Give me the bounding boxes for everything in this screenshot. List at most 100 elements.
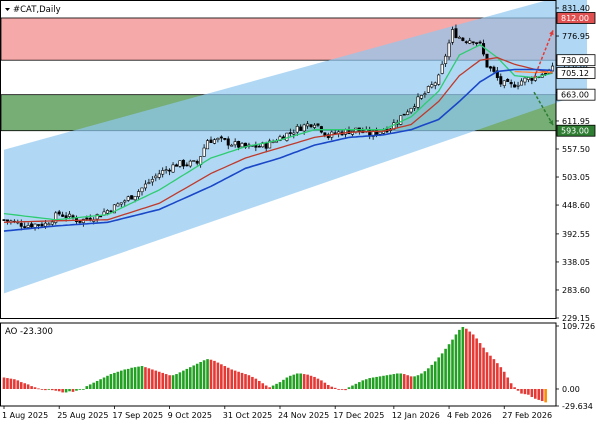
ao-bar [178,372,182,389]
ao-bar [85,386,89,389]
candle-body [168,169,172,172]
candle-body [444,55,448,64]
candle-body [161,170,165,175]
y-tick-label: 229.15 [562,314,590,323]
ao-bar [6,378,9,389]
ao-bar [144,367,147,389]
price-label-box [556,124,596,137]
candle-body [99,215,103,218]
ao-bar [216,362,220,389]
candle-body [19,223,23,227]
ao-bar [226,367,230,389]
ao-bar [220,364,223,389]
candle-body [406,111,410,115]
ao-bar [147,368,151,389]
ao-bar [316,378,320,389]
candle-body [264,142,268,149]
ao-bar [51,388,54,391]
y-tick-label: 557.50 [562,145,590,154]
ao-bar [92,382,95,389]
ao-bar [171,375,175,389]
ao-bar [351,385,354,389]
ao-bar [71,388,75,392]
candle-body [454,28,458,39]
price-label: 663.00 [561,91,589,100]
candle-body [157,173,161,178]
candle-body [292,132,296,135]
candle-body [482,43,486,55]
candle-body [209,139,213,143]
ao-bar [471,334,475,389]
ao-bar [182,370,185,389]
candle-body [295,126,299,133]
candle-body [47,223,51,226]
candle-body [216,138,220,141]
candle-body [419,95,423,99]
triangle-down-icon [5,8,10,11]
candle-body [81,218,85,223]
ao-bar [157,371,161,389]
y-tick-label: 831.40 [562,4,590,13]
candle-body [433,82,437,86]
price-label-box [556,12,596,24]
candle-body [147,182,151,184]
candle-body [499,76,503,85]
y-tick-label: 392.55 [562,230,590,239]
x-tick-label: 9 Oct 2025 [168,411,212,420]
ao-bar [513,387,516,389]
ao-bar [406,375,409,389]
candle-body [437,74,441,85]
candle-body [133,195,137,201]
candle-body [502,80,506,86]
ao-bar [333,387,337,389]
ao-bar [275,383,278,389]
candle-body [119,202,123,205]
ao-bar [268,387,271,389]
candle-body [223,138,227,140]
ao-bar [392,374,396,389]
candle-body [285,132,289,141]
ao-bar [261,383,265,389]
ao-bar [209,359,213,389]
ao-bar [202,360,206,389]
ao-bar [151,369,154,389]
ao-bar [344,388,347,391]
price-label: 593.00 [561,127,589,136]
ao-bar [251,376,254,389]
candle-body [402,113,406,116]
ao-bar [154,370,158,389]
candle-body [178,160,182,167]
candle-body [426,86,430,93]
chart-title[interactable]: #CAT,Daily [5,5,61,15]
ao-bar [482,347,485,389]
x-tick-label: 17 Dec 2025 [333,411,384,420]
ao-bar [82,388,85,390]
main-pane-border [0,0,557,319]
x-tick-label: 24 Nov 2025 [278,411,329,420]
candle-body [375,129,379,135]
candle-body [516,84,520,87]
ao-bar [47,388,51,390]
candle-body [257,145,261,148]
ao-bar [33,387,37,389]
ao-bar [137,366,140,389]
candle-body [5,219,9,222]
y-tick-label: 338.05 [562,258,590,267]
ao-bar [444,348,447,389]
ao-bar [440,353,444,389]
ao-bar [106,375,109,389]
ao-bar [389,374,392,389]
candle-body [488,66,492,69]
symbol-label: #CAT,Daily [13,5,61,15]
ao-bar [540,388,544,402]
ao-bar [323,382,327,389]
ao-bar [285,377,289,389]
candle-body [36,224,40,226]
ao-bar [57,388,61,392]
candle-body [212,139,216,144]
ao-bar [192,365,196,389]
candle-body [478,41,482,44]
candle-body [150,179,154,183]
